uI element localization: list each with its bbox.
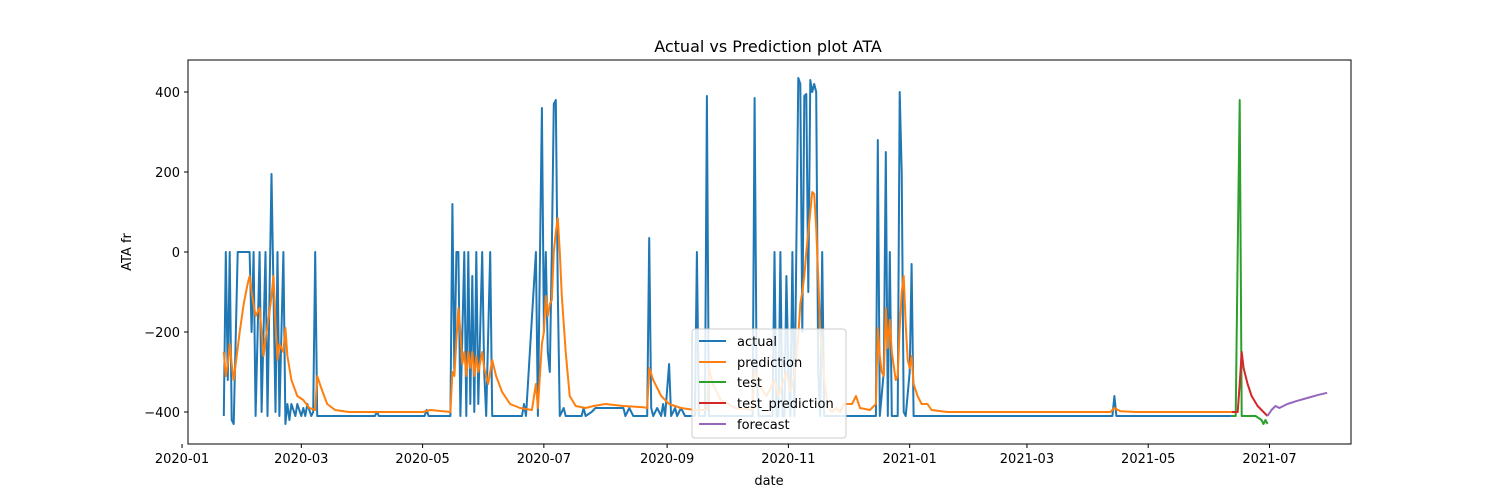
legend: actual prediction test test_prediction f…: [691, 328, 847, 439]
x-tick-label: 2020-01: [155, 452, 209, 467]
legend-item-test-prediction: test_prediction: [699, 397, 834, 412]
legend-label-test: test: [737, 376, 762, 391]
series-line-test-prediction: [1231, 351, 1269, 417]
legend-label-prediction: prediction: [737, 356, 802, 371]
x-tick-label: 2020-07: [517, 452, 571, 467]
x-tick-label: 2021-01: [882, 452, 936, 467]
legend-label-test-prediction: test_prediction: [737, 397, 834, 412]
plot-area: [187, 59, 1352, 445]
y-tick-label: 0: [172, 246, 180, 261]
legend-box: [691, 328, 847, 439]
x-axis: 2020-01 2020-03 2020-05 2020-07 2020-09 2020-…: [155, 444, 1297, 467]
x-tick-label: 2021-07: [1242, 452, 1296, 467]
y-tick-label: 200: [155, 166, 180, 181]
x-tick-label: 2020-03: [274, 452, 328, 467]
legend-item-prediction: prediction: [699, 356, 802, 371]
chart-title: Actual vs Prediction plot ATA: [654, 37, 882, 56]
x-tick-label: 2021-05: [1121, 452, 1175, 467]
x-tick-label: 2020-11: [761, 452, 815, 467]
y-axis: −400 −200 0 200 400: [144, 86, 188, 421]
legend-item-actual: actual: [699, 335, 777, 350]
x-tick-label: 2020-09: [640, 452, 694, 467]
y-tick-label: −400: [144, 406, 180, 421]
y-tick-label: 400: [155, 86, 180, 101]
legend-label-forecast: forecast: [737, 418, 790, 433]
series-line-test: [1231, 99, 1269, 425]
legend-item-test: test: [699, 376, 762, 391]
legend-item-forecast: forecast: [699, 418, 790, 433]
y-tick-label: −200: [144, 326, 180, 341]
legend-label-actual: actual: [737, 335, 777, 350]
x-tick-label: 2021-03: [1000, 452, 1054, 467]
series-layer: [222, 77, 1328, 425]
x-axis-label: date: [754, 474, 783, 489]
series-line-forecast: [1266, 391, 1328, 417]
series-line-prediction: [222, 191, 1232, 413]
y-axis-label: ATA fr: [120, 232, 135, 270]
x-tick-label: 2020-05: [395, 452, 449, 467]
